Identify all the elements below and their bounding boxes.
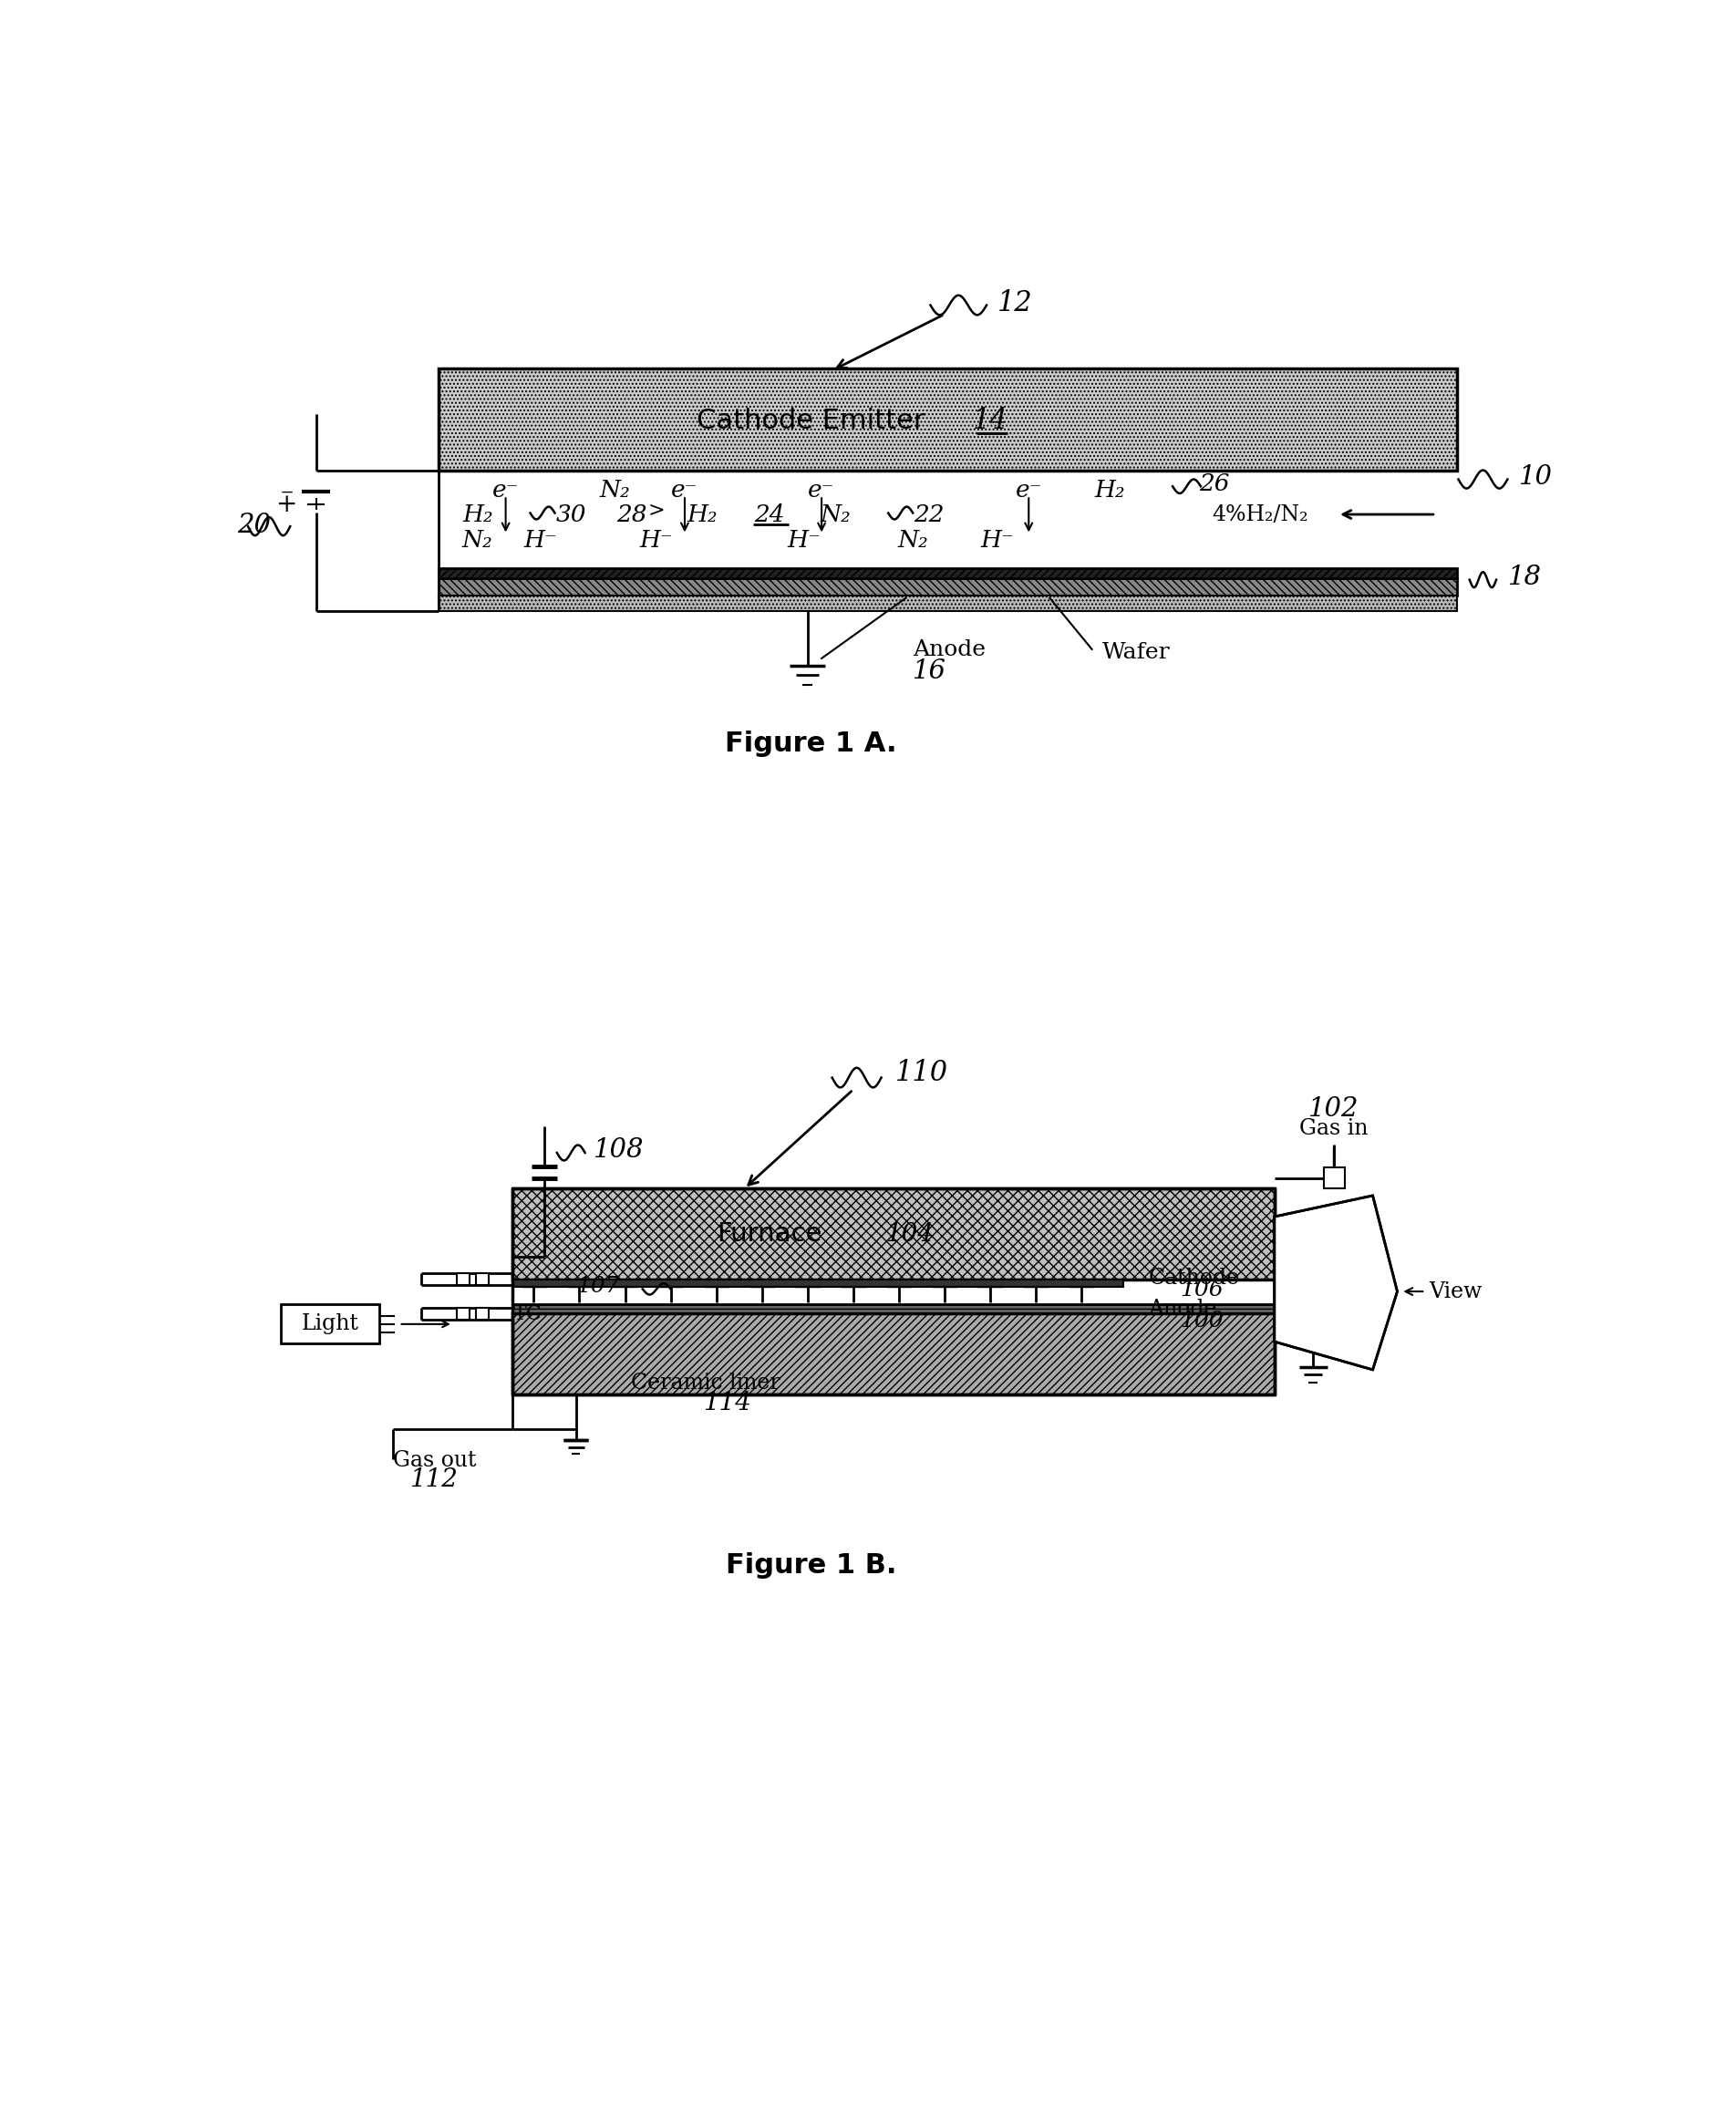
Text: H⁻: H⁻	[981, 528, 1014, 551]
Text: 114: 114	[703, 1391, 752, 1416]
Text: 30: 30	[556, 503, 587, 526]
Text: +: +	[276, 492, 297, 518]
Text: H⁻: H⁻	[524, 528, 557, 551]
Bar	[439, 568, 1457, 579]
Text: Furnace: Furnace	[717, 1222, 821, 1248]
Text: e⁻: e⁻	[1016, 478, 1042, 501]
Text: 26: 26	[1200, 473, 1231, 497]
Text: H⁻: H⁻	[786, 528, 821, 551]
Text: >: >	[648, 501, 665, 522]
Text: TC: TC	[512, 1304, 542, 1323]
Text: 106: 106	[1180, 1279, 1224, 1300]
Bar	[512, 1304, 1274, 1313]
Bar	[476, 1309, 490, 1319]
Polygon shape	[1274, 1195, 1397, 1370]
Text: H₂: H₂	[1094, 478, 1125, 501]
Bar	[1323, 1168, 1345, 1189]
Text: H₂: H₂	[687, 503, 717, 526]
Bar	[512, 1189, 1274, 1279]
Text: 112: 112	[410, 1469, 458, 1492]
Bar	[457, 1309, 469, 1319]
Text: 100: 100	[1180, 1311, 1224, 1332]
Bar	[439, 368, 1457, 469]
Text: 14: 14	[972, 406, 1009, 436]
Text: Wafer: Wafer	[1102, 642, 1170, 663]
Text: 10: 10	[1519, 465, 1552, 490]
Bar	[439, 579, 1457, 595]
Bar	[439, 595, 1457, 612]
Text: 28: 28	[616, 503, 648, 526]
Text: Ceramic liner: Ceramic liner	[632, 1372, 781, 1393]
Text: 12: 12	[996, 288, 1033, 318]
Text: 16: 16	[913, 659, 946, 684]
Text: H⁻: H⁻	[641, 528, 674, 551]
Text: N₂: N₂	[462, 528, 493, 551]
Text: N₂: N₂	[599, 478, 630, 501]
Text: Cathode Emitter: Cathode Emitter	[696, 408, 925, 433]
Bar	[512, 1279, 1123, 1288]
Text: e⁻: e⁻	[672, 478, 698, 501]
Bar	[457, 1273, 469, 1286]
Text: H₂: H₂	[462, 503, 493, 526]
Text: Figure 1 B.: Figure 1 B.	[726, 1553, 896, 1578]
Bar	[476, 1273, 490, 1286]
Text: Anode: Anode	[1147, 1298, 1217, 1319]
Text: 4%H₂/N₂: 4%H₂/N₂	[1212, 505, 1309, 524]
Text: 107: 107	[576, 1275, 620, 1296]
Text: Figure 1 A.: Figure 1 A.	[726, 730, 898, 757]
Text: 102: 102	[1309, 1096, 1359, 1121]
Text: 104: 104	[885, 1222, 934, 1246]
Bar	[281, 1304, 378, 1342]
Text: e⁻: e⁻	[493, 478, 519, 501]
Text: View: View	[1429, 1281, 1483, 1302]
Text: Gas out: Gas out	[394, 1450, 477, 1471]
Text: Anode: Anode	[913, 640, 986, 661]
Text: e⁻: e⁻	[809, 478, 835, 501]
Text: N₂: N₂	[819, 503, 851, 526]
Text: 24: 24	[753, 503, 785, 526]
Text: N₂: N₂	[898, 528, 929, 551]
Text: 22: 22	[913, 503, 944, 526]
Bar	[512, 1313, 1274, 1395]
Text: 110: 110	[896, 1058, 948, 1088]
Text: 20: 20	[236, 511, 271, 539]
Text: Light: Light	[302, 1313, 359, 1334]
Text: 18: 18	[1509, 564, 1542, 591]
Text: 108: 108	[594, 1136, 644, 1164]
Text: Cathode: Cathode	[1147, 1267, 1240, 1288]
Text: –: –	[279, 480, 293, 505]
Text: Gas in: Gas in	[1300, 1119, 1368, 1140]
